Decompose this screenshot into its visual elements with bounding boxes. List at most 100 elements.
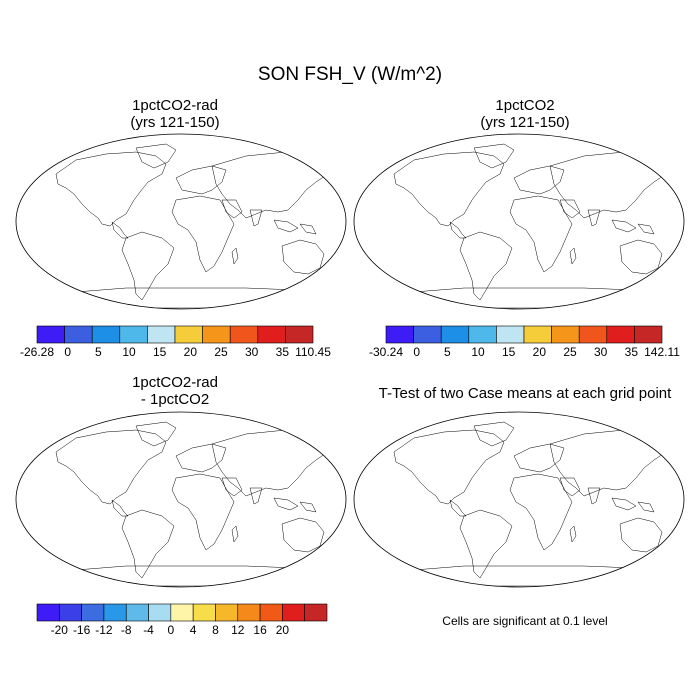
colorbar-tick-label: -20 (51, 623, 69, 637)
figure-title: SON FSH_V (W/m^2) (257, 64, 443, 85)
panel-2-title-line2: (yrs 121-150) (480, 114, 570, 131)
colorbar-tick-label: -16 (73, 623, 91, 637)
colorbar-box (36, 325, 65, 344)
colorbar-tick-label: 15 (502, 345, 516, 359)
colorbar-box (606, 325, 635, 344)
colorbar-tick-label: 30 (594, 345, 608, 359)
map-panel-2 (353, 133, 685, 310)
colorbar-tick-label: 20 (276, 623, 290, 637)
colorbar-tick-label: 16 (253, 623, 267, 637)
colorbar-box (440, 325, 470, 344)
panel-1-title: 1pctCO2-rad (yrs 121-150) (55, 97, 295, 131)
colorbar-box (282, 603, 305, 622)
colorbar-tick-label: 10 (471, 345, 485, 359)
colorbar-box (125, 603, 149, 622)
colorbar-box (91, 325, 121, 344)
colorbar-tick-label: 4 (190, 623, 197, 637)
colorbar-1: -26.28 0 5 10 15 20 25 30 35 110.45 (20, 325, 331, 359)
panel-1-title-line1: 1pctCO2-rad (132, 97, 218, 114)
map-field (55, 421, 343, 587)
colorbar-box (237, 603, 261, 622)
colorbar-box (192, 603, 216, 622)
colorbar-tick-label: -8 (121, 623, 132, 637)
colorbar-tick-label: -26.28 (20, 345, 54, 359)
colorbar-tick-label: 5 (444, 345, 451, 359)
panel-3-title-line1: 1pctCO2-rad (132, 374, 218, 391)
land-cells (394, 422, 680, 586)
colorbar-tick-label: 25 (214, 345, 228, 359)
colorbar-tick-label: -4 (143, 623, 154, 637)
colorbar-tick-label: 5 (95, 345, 102, 359)
colorbar-tick-label: -30.24 (369, 345, 403, 359)
colorbar-box (36, 603, 60, 622)
coastlines (393, 421, 681, 587)
map-boundary (353, 411, 685, 588)
colorbar-box (385, 325, 414, 344)
colorbar-box (304, 603, 328, 622)
map-field (55, 143, 343, 309)
colorbar-box (413, 325, 442, 344)
map-panel-3 (15, 411, 347, 588)
colorbar-tick-label: 10 (122, 345, 136, 359)
colorbar-box (64, 325, 93, 344)
map-boundary (15, 133, 347, 310)
colorbar-box (119, 325, 148, 344)
colorbar-box (174, 325, 203, 344)
map-field (393, 143, 681, 309)
colorbar-box (147, 325, 176, 344)
colorbar-box (170, 603, 194, 622)
colorbar-box (215, 603, 239, 622)
colorbar-tick-label: 30 (245, 345, 259, 359)
coastlines (393, 143, 681, 309)
colorbar-box (496, 325, 525, 344)
colorbar-box (578, 325, 608, 344)
panel-2-title-line1: 1pctCO2 (495, 97, 555, 114)
colorbar-box (634, 325, 663, 344)
map-boundary (353, 133, 685, 310)
colorbar-tick-label: 8 (212, 623, 219, 637)
colorbar-tick-label: 110.45 (295, 345, 331, 359)
colorbar-tick-label: 142.11 (644, 345, 680, 359)
coastlines (55, 143, 343, 309)
panel-3-title: 1pctCO2-rad - 1pctCO2 (55, 374, 295, 408)
colorbar-box (202, 325, 231, 344)
coastlines (55, 421, 343, 587)
panel-4-title: T-Test of two Case means at each grid po… (378, 385, 672, 402)
map-panel-4 (353, 411, 685, 588)
colorbar-tick-label: 25 (563, 345, 577, 359)
colorbar-tick-label: 15 (153, 345, 167, 359)
panel-3-title-line2: - 1pctCO2 (140, 391, 210, 408)
map-panel-1 (15, 133, 347, 310)
map-boundary (15, 411, 347, 588)
colorbar-tick-label: 35 (276, 345, 290, 359)
colorbar-box (229, 325, 259, 344)
colorbar-tick-label: 12 (231, 623, 245, 637)
colorbar-box (257, 325, 286, 344)
map-field (393, 421, 681, 587)
land-cells (394, 144, 680, 308)
colorbar-box (259, 603, 283, 622)
land-cells (56, 422, 342, 586)
colorbar-tick-label: 0 (413, 345, 420, 359)
colorbar-2: -30.24 0 5 10 15 20 25 30 35 142.11 (369, 325, 680, 359)
land-cells (56, 144, 342, 308)
significance-note: Cells are significant at 0.1 level (442, 614, 608, 628)
colorbar-tick-label: 35 (625, 345, 639, 359)
colorbar-box (523, 325, 552, 344)
colorbar-box (468, 325, 497, 344)
colorbar-tick-label: 0 (64, 345, 71, 359)
colorbar-tick-label: -12 (95, 623, 113, 637)
colorbar-3: -20 -16 -12 -8 -4 0 4 8 12 16 20 (36, 603, 328, 637)
colorbar-tick-label: 20 (184, 345, 198, 359)
panel-1-title-line2: (yrs 121-150) (130, 114, 220, 131)
colorbar-box (148, 603, 172, 622)
colorbar-box (285, 325, 314, 344)
colorbar-box (81, 603, 105, 622)
colorbar-box (59, 603, 82, 622)
colorbar-box (551, 325, 580, 344)
colorbar-tick-label: 0 (168, 623, 175, 637)
colorbar-tick-label: 20 (533, 345, 547, 359)
panel-2-title: 1pctCO2 (yrs 121-150) (405, 97, 645, 131)
colorbar-box (103, 603, 127, 622)
